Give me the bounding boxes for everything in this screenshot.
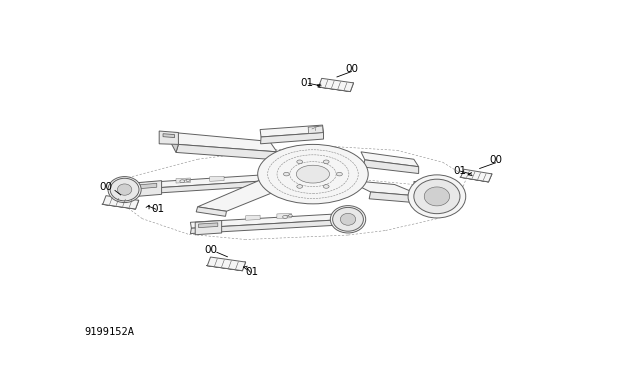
- Text: 00: 00: [205, 245, 218, 255]
- Text: 9199152A: 9199152A: [85, 327, 135, 337]
- Polygon shape: [174, 132, 277, 152]
- Circle shape: [297, 160, 303, 164]
- Circle shape: [323, 185, 329, 188]
- Polygon shape: [163, 134, 175, 137]
- Polygon shape: [350, 83, 353, 91]
- Polygon shape: [195, 220, 222, 235]
- Polygon shape: [128, 181, 267, 195]
- Polygon shape: [361, 152, 418, 167]
- Text: 01: 01: [300, 78, 313, 88]
- Circle shape: [283, 172, 290, 176]
- Circle shape: [180, 180, 185, 183]
- Polygon shape: [207, 257, 246, 271]
- Circle shape: [288, 215, 292, 217]
- Text: 01: 01: [245, 267, 258, 277]
- Ellipse shape: [258, 144, 368, 204]
- Polygon shape: [414, 186, 450, 193]
- Polygon shape: [198, 223, 218, 228]
- Ellipse shape: [108, 176, 141, 203]
- Polygon shape: [363, 160, 419, 174]
- Polygon shape: [176, 178, 190, 183]
- Ellipse shape: [110, 178, 139, 201]
- Polygon shape: [347, 180, 423, 196]
- Polygon shape: [210, 176, 224, 181]
- Circle shape: [297, 185, 303, 188]
- Polygon shape: [317, 87, 350, 91]
- Polygon shape: [260, 125, 324, 137]
- Text: 00: 00: [100, 183, 113, 193]
- Polygon shape: [319, 78, 353, 91]
- Text: 00: 00: [345, 64, 358, 74]
- Polygon shape: [159, 131, 179, 144]
- Polygon shape: [345, 213, 348, 225]
- Polygon shape: [190, 213, 348, 228]
- Polygon shape: [308, 126, 323, 134]
- Polygon shape: [190, 219, 348, 234]
- Polygon shape: [170, 132, 179, 152]
- Polygon shape: [369, 192, 423, 203]
- Polygon shape: [135, 200, 139, 209]
- Polygon shape: [206, 266, 242, 271]
- Polygon shape: [488, 174, 492, 182]
- Ellipse shape: [340, 213, 356, 225]
- Polygon shape: [196, 207, 226, 216]
- Polygon shape: [414, 181, 450, 187]
- Ellipse shape: [414, 179, 460, 214]
- Polygon shape: [460, 177, 489, 182]
- Circle shape: [337, 172, 342, 176]
- Text: 01: 01: [453, 166, 466, 176]
- Polygon shape: [102, 204, 136, 209]
- Polygon shape: [128, 175, 267, 190]
- Ellipse shape: [296, 165, 329, 183]
- Polygon shape: [133, 181, 162, 197]
- Ellipse shape: [424, 187, 450, 206]
- Text: 01: 01: [152, 204, 165, 214]
- Polygon shape: [461, 169, 492, 182]
- Ellipse shape: [117, 184, 132, 195]
- Polygon shape: [127, 184, 129, 195]
- Polygon shape: [246, 215, 260, 220]
- Polygon shape: [176, 144, 277, 160]
- Polygon shape: [198, 180, 289, 211]
- Polygon shape: [260, 132, 324, 144]
- Circle shape: [283, 215, 288, 218]
- Polygon shape: [103, 196, 139, 209]
- Ellipse shape: [330, 206, 366, 233]
- Polygon shape: [277, 213, 291, 218]
- Circle shape: [186, 179, 190, 181]
- Ellipse shape: [408, 175, 466, 218]
- Circle shape: [323, 160, 329, 164]
- Polygon shape: [242, 262, 246, 271]
- Polygon shape: [136, 183, 157, 189]
- Ellipse shape: [333, 207, 363, 231]
- Text: 00: 00: [489, 155, 502, 165]
